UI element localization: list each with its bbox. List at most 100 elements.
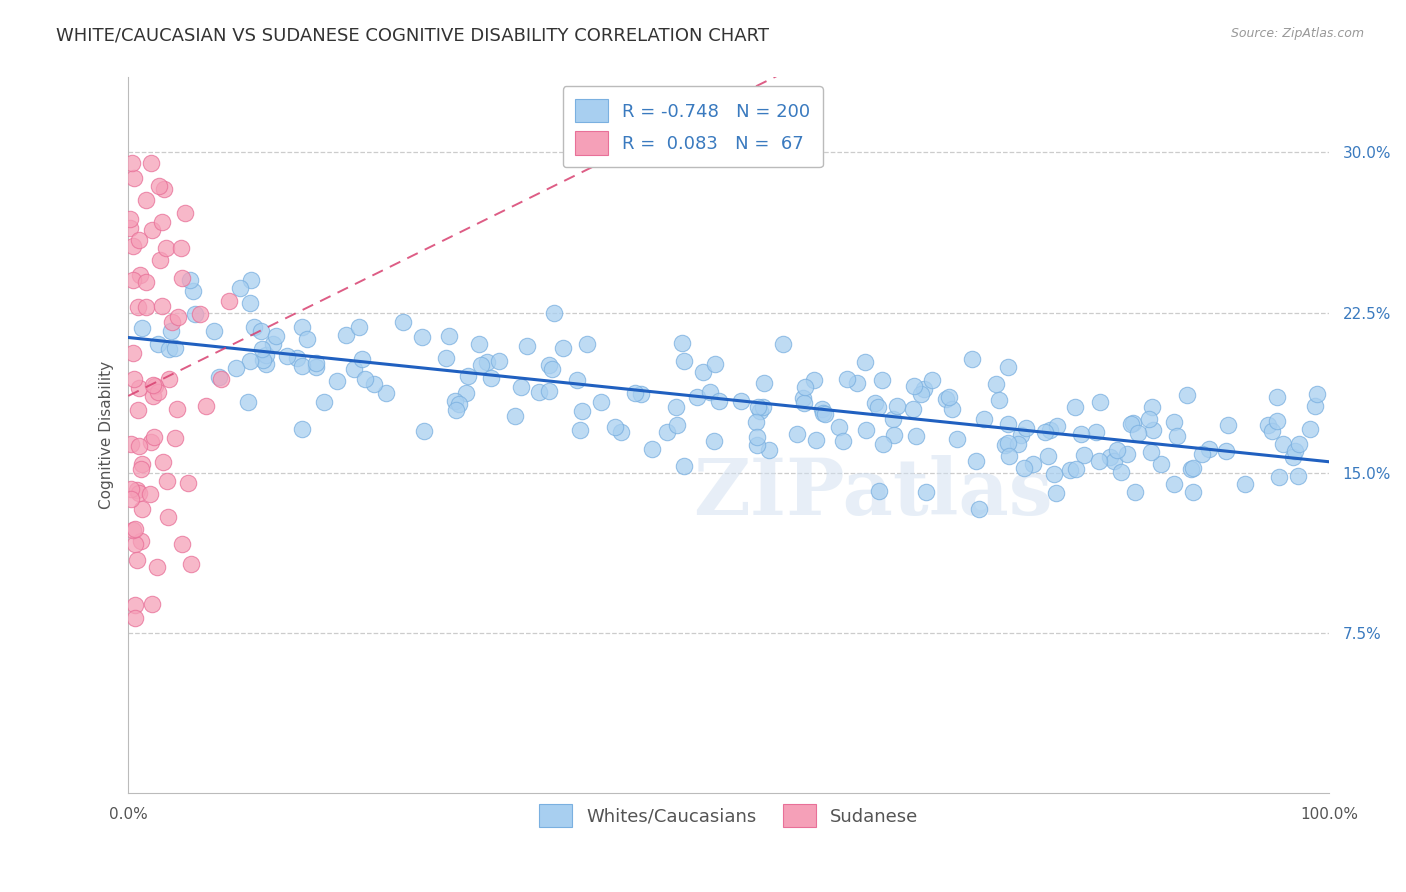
- Point: [1107, 443, 1129, 458]
- Point: [122, 523, 145, 537]
- Point: [872, 436, 894, 450]
- Point: [183, 285, 205, 299]
- Point: [148, 178, 170, 193]
- Point: [1064, 462, 1087, 476]
- Point: [124, 522, 146, 536]
- Point: [152, 455, 174, 469]
- Point: [121, 239, 143, 253]
- Point: [1191, 447, 1213, 461]
- Point: [124, 372, 146, 386]
- Point: [1073, 448, 1095, 462]
- Point: [938, 390, 960, 404]
- Y-axis label: Cognitive Disability: Cognitive Disability: [100, 361, 114, 509]
- Point: [699, 385, 721, 400]
- Point: [347, 320, 370, 334]
- Point: [239, 354, 262, 368]
- Point: [623, 385, 645, 400]
- Point: [1123, 484, 1146, 499]
- Point: [122, 171, 145, 186]
- Point: [749, 403, 772, 417]
- Text: WHITE/CAUCASIAN VS SUDANESE COGNITIVE DISABILITY CORRELATION CHART: WHITE/CAUCASIAN VS SUDANESE COGNITIVE DI…: [56, 27, 769, 45]
- Point: [142, 430, 165, 444]
- Point: [793, 396, 815, 410]
- Point: [152, 182, 174, 196]
- Point: [832, 434, 855, 448]
- Point: [239, 296, 262, 310]
- Point: [1284, 443, 1306, 458]
- Point: [297, 333, 319, 347]
- Point: [883, 427, 905, 442]
- Point: [157, 509, 180, 524]
- Point: [146, 385, 169, 400]
- Point: [973, 411, 995, 425]
- Point: [1140, 400, 1163, 414]
- Point: [1216, 417, 1239, 432]
- Point: [127, 403, 149, 417]
- Point: [747, 401, 769, 415]
- Point: [128, 381, 150, 395]
- Point: [568, 423, 591, 437]
- Point: [131, 461, 153, 475]
- Point: [910, 387, 932, 401]
- Point: [882, 412, 904, 426]
- Point: [1180, 462, 1202, 476]
- Point: [1122, 416, 1144, 430]
- Point: [194, 399, 217, 413]
- Point: [553, 342, 575, 356]
- Point: [537, 358, 560, 372]
- Point: [1022, 457, 1045, 471]
- Point: [209, 372, 232, 386]
- Point: [752, 376, 775, 391]
- Point: [139, 435, 162, 450]
- Point: [411, 330, 433, 344]
- Point: [120, 212, 142, 227]
- Point: [811, 402, 834, 417]
- Point: [170, 241, 193, 255]
- Point: [912, 382, 935, 396]
- Point: [703, 357, 725, 371]
- Point: [305, 355, 328, 369]
- Legend: Whites/Caucasians, Sudanese: Whites/Caucasians, Sudanese: [531, 797, 925, 834]
- Point: [146, 337, 169, 351]
- Point: [120, 492, 142, 507]
- Point: [262, 336, 284, 351]
- Point: [1305, 400, 1327, 414]
- Point: [1198, 442, 1220, 456]
- Point: [166, 310, 188, 325]
- Point: [218, 293, 240, 308]
- Point: [567, 373, 589, 387]
- Point: [915, 484, 938, 499]
- Point: [986, 377, 1008, 392]
- Point: [1271, 437, 1294, 451]
- Point: [1064, 401, 1087, 415]
- Point: [254, 357, 277, 371]
- Point: [225, 361, 247, 376]
- Point: [434, 351, 457, 365]
- Point: [172, 271, 194, 285]
- Point: [239, 273, 262, 287]
- Point: [1265, 414, 1288, 428]
- Point: [122, 272, 145, 286]
- Point: [135, 276, 157, 290]
- Point: [1288, 436, 1310, 450]
- Point: [692, 365, 714, 379]
- Point: [1281, 450, 1303, 465]
- Point: [1265, 390, 1288, 404]
- Point: [747, 437, 769, 451]
- Point: [1036, 449, 1059, 463]
- Point: [786, 427, 808, 442]
- Point: [1142, 423, 1164, 437]
- Point: [139, 487, 162, 501]
- Point: [127, 483, 149, 497]
- Point: [172, 537, 194, 551]
- Point: [1102, 454, 1125, 468]
- Point: [165, 430, 187, 444]
- Point: [128, 233, 150, 247]
- Point: [128, 439, 150, 453]
- Point: [173, 205, 195, 219]
- Point: [1261, 425, 1284, 439]
- Point: [184, 307, 207, 321]
- Point: [665, 400, 688, 414]
- Point: [392, 315, 415, 329]
- Text: ZIPatlas: ZIPatlas: [693, 455, 1053, 531]
